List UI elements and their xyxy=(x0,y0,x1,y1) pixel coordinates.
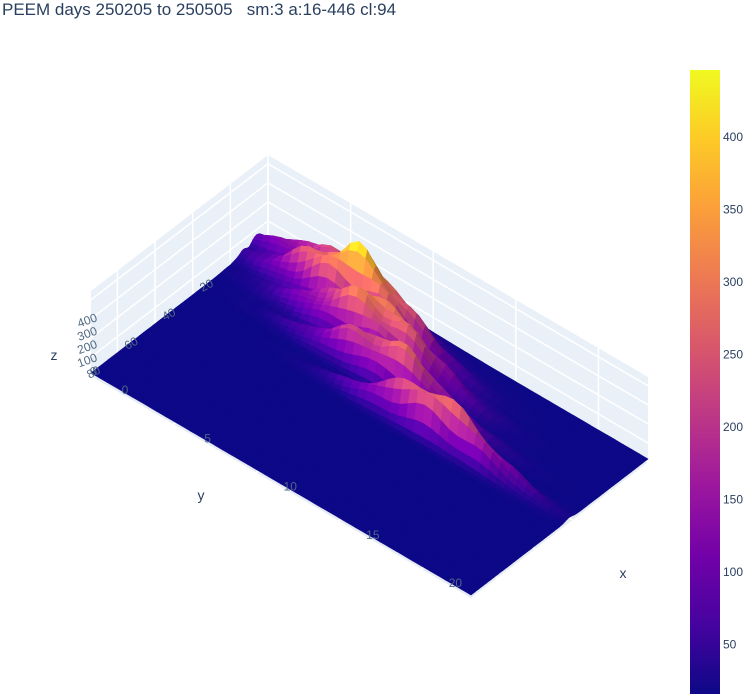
gridline-z xyxy=(267,163,649,387)
x-tick-label: 5 xyxy=(204,431,211,445)
z-tick-label: 100 xyxy=(75,350,99,370)
surface-cell xyxy=(462,588,474,596)
colorbar-gradient xyxy=(690,70,720,694)
colorbar-tick-label: 200 xyxy=(723,420,743,434)
back-wall-x xyxy=(268,155,648,462)
colorbar-tick-label: 400 xyxy=(723,130,743,144)
gridline-z-wall xyxy=(90,182,269,320)
y-tick-label: 20 xyxy=(197,276,216,295)
gridline-z xyxy=(267,182,649,406)
y-tick-label: 40 xyxy=(160,305,179,324)
x-tick-label: 0 xyxy=(122,383,129,397)
chart-title: PEEM days 250205 to 250505 sm:3 a:16-446… xyxy=(2,0,397,19)
colorbar-tick-label: 100 xyxy=(723,565,743,579)
y-tick-label: 80 xyxy=(84,363,103,382)
z-tick-label: 400 xyxy=(75,310,99,330)
colorbar-tick-label: 50 xyxy=(723,638,737,652)
z-tick-label: 0 xyxy=(88,364,99,380)
colorbar: 50 100 150 200 250 300 350 400 xyxy=(690,70,743,694)
back-wall-y xyxy=(91,155,268,376)
gridline-z-wall xyxy=(90,163,269,301)
x-axis-title: x xyxy=(620,565,627,581)
z-tick-label: 300 xyxy=(75,324,99,344)
gridline-z xyxy=(267,201,649,425)
gridline-z-wall xyxy=(90,201,269,339)
z-axis-title: z xyxy=(51,347,58,363)
colorbar-tick-label: 350 xyxy=(723,202,743,216)
x-tick-label: 15 xyxy=(366,528,380,542)
gridline-z-wall xyxy=(90,220,269,358)
colorbar-tick-label: 250 xyxy=(723,347,743,361)
y-axis-title: y xyxy=(198,487,205,503)
z-tick-label: 200 xyxy=(75,337,99,357)
x-tick-label: 20 xyxy=(449,576,463,590)
y-tick-label: 60 xyxy=(122,334,141,353)
x-tick-label: 10 xyxy=(284,480,298,494)
colorbar-tick-label: 300 xyxy=(723,275,743,289)
surface[interactable] xyxy=(90,233,649,596)
colorbar-tick-label: 150 xyxy=(723,493,743,507)
